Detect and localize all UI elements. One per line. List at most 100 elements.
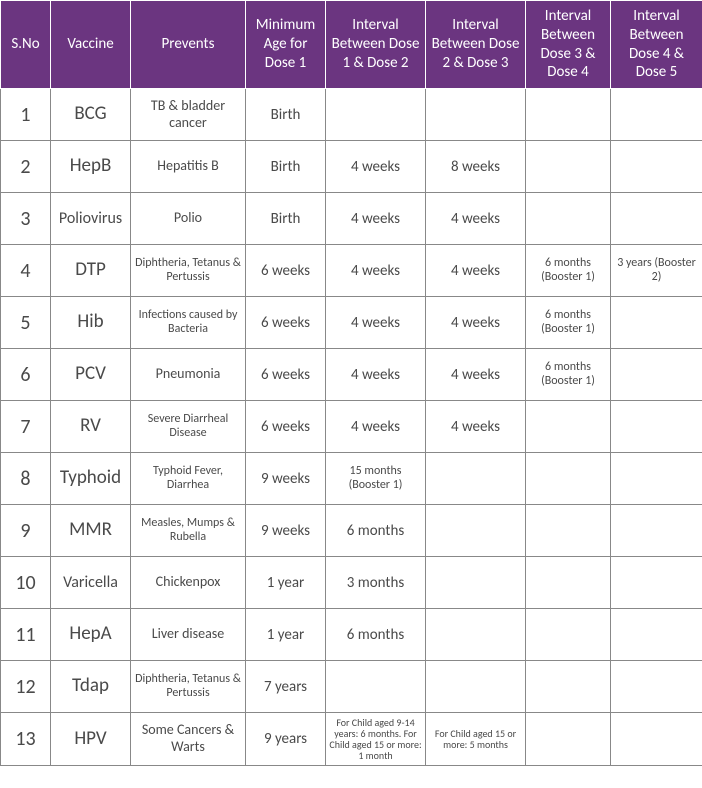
cell-int12: 15 months (Booster 1) [326, 453, 426, 505]
cell-int45 [611, 661, 702, 713]
cell-minage: 6 weeks [246, 297, 326, 349]
cell-sno: 6 [1, 349, 51, 401]
cell-sno: 2 [1, 141, 51, 193]
cell-minage: 6 weeks [246, 349, 326, 401]
cell-int12: 4 weeks [326, 297, 426, 349]
cell-int12: 3 months [326, 557, 426, 609]
cell-vaccine: PCV [51, 349, 131, 401]
cell-minage: 1 year [246, 609, 326, 661]
cell-int23: 8 weeks [426, 141, 526, 193]
table-row: 8TyphoidTyphoid Fever, Diarrhea9 weeks15… [1, 453, 702, 505]
cell-int45 [611, 401, 702, 453]
cell-int23 [426, 89, 526, 141]
table-row: 3PoliovirusPolioBirth4 weeks4 weeks [1, 193, 702, 245]
cell-prevents: Hepatitis B [131, 141, 246, 193]
cell-minage: 6 weeks [246, 245, 326, 297]
cell-minage: 9 weeks [246, 453, 326, 505]
cell-prevents: Diphtheria, Tetanus & Pertussis [131, 245, 246, 297]
cell-sno: 10 [1, 557, 51, 609]
cell-vaccine: Poliovirus [51, 193, 131, 245]
cell-vaccine: HepB [51, 141, 131, 193]
cell-int12: 4 weeks [326, 141, 426, 193]
col-sno: S.No [1, 1, 51, 89]
cell-minage: 1 year [246, 557, 326, 609]
cell-int34 [526, 609, 611, 661]
cell-sno: 12 [1, 661, 51, 713]
col-int12: Interval Between Dose 1 & Dose 2 [326, 1, 426, 89]
table-row: 12TdapDiphtheria, Tetanus & Pertussis7 y… [1, 661, 702, 713]
cell-int23 [426, 453, 526, 505]
table-header: S.No Vaccine Prevents Minimum Age for Do… [1, 1, 702, 89]
cell-sno: 5 [1, 297, 51, 349]
cell-int34 [526, 141, 611, 193]
cell-vaccine: Typhoid [51, 453, 131, 505]
cell-int23: 4 weeks [426, 245, 526, 297]
cell-int12: 4 weeks [326, 193, 426, 245]
cell-prevents: Diphtheria, Tetanus & Pertussis [131, 661, 246, 713]
table-row: 1BCGTB & bladder cancerBirth [1, 89, 702, 141]
cell-sno: 4 [1, 245, 51, 297]
cell-prevents: Pneumonia [131, 349, 246, 401]
table-row: 10VaricellaChickenpox1 year3 months [1, 557, 702, 609]
cell-int12: 6 months [326, 505, 426, 557]
cell-vaccine: HepA [51, 609, 131, 661]
cell-int12: 4 weeks [326, 401, 426, 453]
col-vaccine: Vaccine [51, 1, 131, 89]
cell-int45 [611, 89, 702, 141]
cell-prevents: Measles, Mumps & Rubella [131, 505, 246, 557]
cell-int34 [526, 713, 611, 766]
cell-sno: 7 [1, 401, 51, 453]
cell-int45 [611, 505, 702, 557]
cell-int45 [611, 349, 702, 401]
col-int34: Interval Between Dose 3 & Dose 4 [526, 1, 611, 89]
cell-int23: 4 weeks [426, 349, 526, 401]
cell-minage: 7 years [246, 661, 326, 713]
cell-sno: 1 [1, 89, 51, 141]
cell-int23 [426, 609, 526, 661]
cell-prevents: Some Cancers & Warts [131, 713, 246, 766]
cell-int34 [526, 557, 611, 609]
cell-int34 [526, 505, 611, 557]
cell-sno: 11 [1, 609, 51, 661]
cell-sno: 8 [1, 453, 51, 505]
cell-int23 [426, 505, 526, 557]
cell-vaccine: Tdap [51, 661, 131, 713]
table-row: 4DTPDiphtheria, Tetanus & Pertussis6 wee… [1, 245, 702, 297]
cell-vaccine: DTP [51, 245, 131, 297]
cell-int23 [426, 557, 526, 609]
cell-int23: 4 weeks [426, 297, 526, 349]
header-row: S.No Vaccine Prevents Minimum Age for Do… [1, 1, 702, 89]
cell-int23 [426, 661, 526, 713]
cell-int45 [611, 193, 702, 245]
cell-int45: 3 years (Booster 2) [611, 245, 702, 297]
cell-sno: 13 [1, 713, 51, 766]
cell-int23: 4 weeks [426, 193, 526, 245]
cell-prevents: Chickenpox [131, 557, 246, 609]
cell-int12: 4 weeks [326, 245, 426, 297]
table-row: 6PCVPneumonia6 weeks4 weeks4 weeks6 mont… [1, 349, 702, 401]
cell-int34 [526, 401, 611, 453]
cell-int45 [611, 453, 702, 505]
cell-vaccine: Varicella [51, 557, 131, 609]
cell-prevents: Infections caused by Bacteria [131, 297, 246, 349]
cell-int34: 6 months (Booster 1) [526, 245, 611, 297]
table-row: 5HibInfections caused by Bacteria6 weeks… [1, 297, 702, 349]
cell-int12: 6 months [326, 609, 426, 661]
cell-prevents: TB & bladder cancer [131, 89, 246, 141]
cell-vaccine: HPV [51, 713, 131, 766]
cell-prevents: Liver disease [131, 609, 246, 661]
table-body: 1BCGTB & bladder cancerBirth2HepBHepatit… [1, 89, 702, 766]
cell-int34: 6 months (Booster 1) [526, 349, 611, 401]
cell-minage: Birth [246, 89, 326, 141]
cell-int12: For Child aged 9-14 years: 6 months. For… [326, 713, 426, 766]
cell-int34: 6 months (Booster 1) [526, 297, 611, 349]
cell-int45 [611, 141, 702, 193]
vaccine-schedule-table: S.No Vaccine Prevents Minimum Age for Do… [0, 0, 702, 766]
cell-vaccine: Hib [51, 297, 131, 349]
cell-prevents: Typhoid Fever, Diarrhea [131, 453, 246, 505]
cell-prevents: Polio [131, 193, 246, 245]
cell-int45 [611, 609, 702, 661]
cell-minage: 6 weeks [246, 401, 326, 453]
cell-minage: Birth [246, 193, 326, 245]
table-row: 7RVSevere Diarrheal Disease6 weeks4 week… [1, 401, 702, 453]
